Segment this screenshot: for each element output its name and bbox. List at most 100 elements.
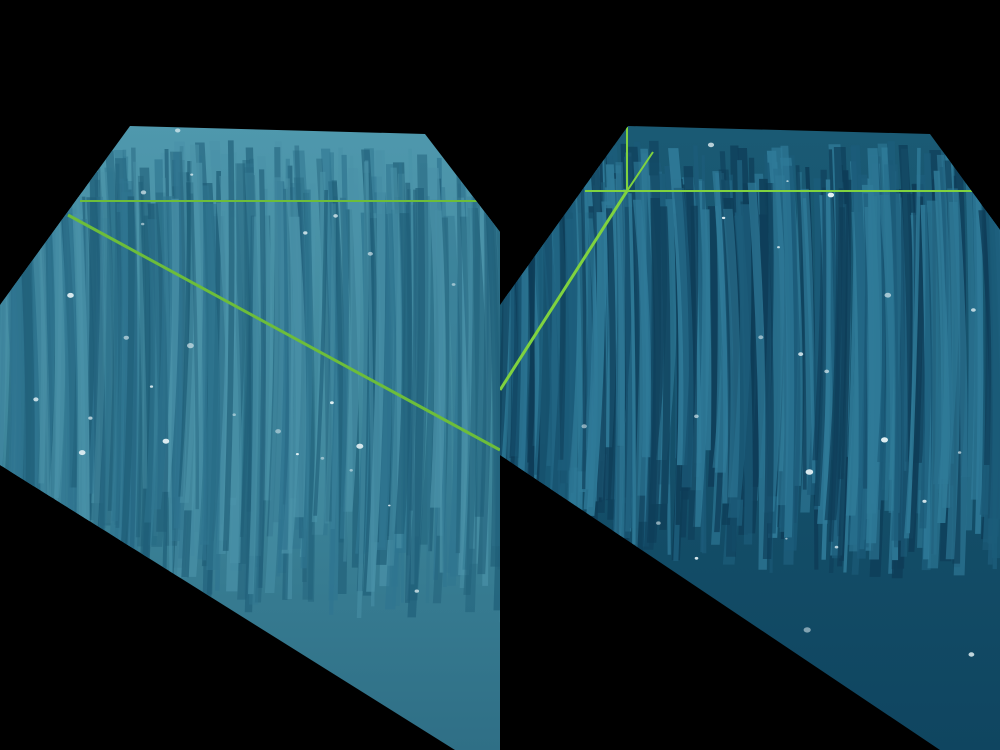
kelp-strand <box>802 198 816 484</box>
floating-particle <box>694 414 699 419</box>
floating-particle <box>190 173 194 176</box>
floating-particle <box>656 521 661 525</box>
floating-particle <box>881 437 888 443</box>
floating-particle <box>968 652 975 657</box>
kelp-strand <box>513 197 529 559</box>
kelp-strand <box>222 140 235 551</box>
kelp-strand <box>425 196 432 604</box>
kelp-strand <box>320 148 340 601</box>
kelp-strand <box>86 197 105 603</box>
floating-particle <box>386 730 391 734</box>
kelp-strand <box>780 145 795 538</box>
right-axis-diagonal-down <box>500 190 629 391</box>
floating-particle <box>281 650 287 654</box>
floating-particle <box>414 589 419 593</box>
kelp-strand <box>799 188 814 513</box>
floating-particle <box>367 251 373 256</box>
kelp-strand <box>239 215 255 538</box>
right-grid-axes <box>500 127 1000 391</box>
floating-particle <box>330 401 334 405</box>
floating-particle <box>971 308 976 312</box>
left-viewport[interactable] <box>0 126 513 750</box>
kelp-strand <box>659 206 671 530</box>
kelp-strand <box>557 158 578 471</box>
kelp-strand <box>132 161 148 489</box>
floating-particle <box>785 537 788 540</box>
floating-particle <box>536 571 542 575</box>
kelp-strand <box>673 187 694 488</box>
floating-particle <box>119 684 123 686</box>
kelp-strand <box>828 188 844 542</box>
left-axis-diagonal <box>67 213 500 452</box>
kelp-strand <box>339 154 349 539</box>
kelp-strand <box>877 143 896 511</box>
kelp-strand <box>643 140 662 550</box>
floating-particle <box>503 546 508 550</box>
kelp-strand <box>311 171 326 523</box>
kelp-strand <box>463 171 480 595</box>
kelp-strand <box>324 203 336 524</box>
floating-particle <box>333 214 338 218</box>
kelp-strand <box>821 179 831 560</box>
kelp-strand <box>850 145 868 559</box>
kelp-strand <box>622 194 633 539</box>
floating-particle <box>786 180 789 183</box>
right-axis-diagonal-up <box>626 151 654 192</box>
kelp-strand <box>196 185 221 571</box>
kelp-strand <box>983 184 1000 559</box>
floating-particle <box>33 397 39 402</box>
kelp-strand <box>394 213 412 534</box>
floating-particle <box>758 335 764 340</box>
floating-particle <box>884 292 892 298</box>
kelp-strand <box>707 206 719 487</box>
kelp-strand <box>586 212 606 516</box>
kelp-strand <box>439 187 452 573</box>
kelp-strand <box>120 196 135 558</box>
floating-particle <box>834 545 839 549</box>
floating-particle <box>581 424 587 429</box>
floating-particle <box>88 416 93 420</box>
floating-particle <box>500 167 505 172</box>
kelp-strand <box>356 161 369 619</box>
kelp-strand <box>94 179 106 579</box>
kelp-strand <box>106 203 126 587</box>
kelp-strand <box>366 150 386 592</box>
right-viewport[interactable] <box>493 126 1000 750</box>
kelp-strand <box>887 164 905 541</box>
floating-particle <box>622 640 629 646</box>
floating-particle <box>232 413 236 417</box>
floating-particle <box>707 142 715 148</box>
floating-particle <box>123 335 129 340</box>
floating-particle <box>18 723 26 729</box>
left-grid-axes <box>67 200 500 452</box>
floating-particle <box>149 385 154 388</box>
floating-particle <box>140 190 147 195</box>
floating-particle <box>162 438 170 444</box>
floating-particle <box>283 731 290 736</box>
kelp-strand <box>113 156 129 522</box>
kelp-strand <box>926 200 943 569</box>
kelp-strand <box>179 144 200 503</box>
floating-particle <box>141 222 145 226</box>
kelp-strand <box>974 158 984 534</box>
floating-particle <box>514 576 523 582</box>
floating-particle <box>275 429 281 434</box>
kelp-strand <box>484 189 500 567</box>
floating-particle <box>827 192 835 198</box>
floating-particle <box>67 292 74 298</box>
kelp-strand <box>632 199 652 458</box>
floating-particle <box>803 627 811 633</box>
floating-particle <box>187 343 194 349</box>
floating-particle <box>295 453 299 456</box>
floating-particle <box>189 666 198 672</box>
floating-particle <box>356 443 364 449</box>
kelp-strand <box>102 201 115 526</box>
kelp-strand <box>150 196 173 510</box>
kelp-strand <box>813 187 829 507</box>
floating-particle <box>536 513 540 517</box>
kelp-strand <box>843 202 858 573</box>
kelp-strand <box>198 155 207 561</box>
kelp-strand <box>864 207 875 504</box>
kelp-strand <box>144 219 160 523</box>
